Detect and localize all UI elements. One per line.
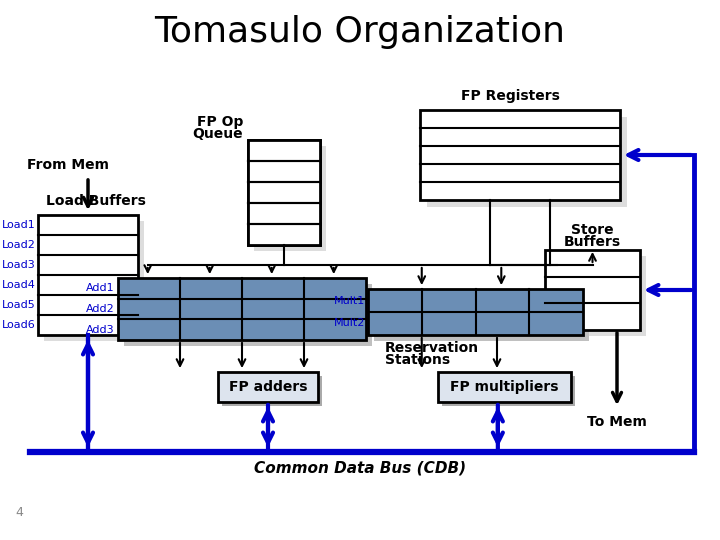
Text: Load2: Load2 [2,240,36,250]
Text: Load1: Load1 [2,220,36,230]
Text: Load5: Load5 [2,300,36,310]
Bar [248,140,320,245]
Text: Load3: Load3 [2,260,36,270]
Bar [551,256,646,336]
Bar [374,295,589,341]
Text: Add3: Add3 [86,325,115,335]
Bar [124,284,372,346]
Bar [545,250,640,330]
Bar [438,372,571,402]
Text: Mult1: Mult1 [334,295,365,306]
Bar [427,117,627,207]
Text: Reservation: Reservation [385,341,479,355]
Text: FP Op: FP Op [197,115,243,129]
Text: Buffers: Buffers [564,235,621,249]
Bar [38,215,138,335]
Bar [44,221,144,341]
Text: FP Registers: FP Registers [461,89,559,103]
Bar [248,140,320,245]
Text: Stations: Stations [385,353,450,367]
Text: Tomasulo Organization: Tomasulo Organization [155,15,565,49]
Text: Load4: Load4 [2,280,36,290]
Bar [118,278,366,340]
Bar [442,376,575,406]
Text: Common Data Bus (CDB): Common Data Bus (CDB) [254,461,466,476]
Text: Add1: Add1 [86,284,115,293]
Text: Queue: Queue [192,127,243,141]
Bar [420,110,620,200]
Text: Add2: Add2 [86,304,115,314]
Text: From Mem: From Mem [27,158,109,172]
Bar [218,372,318,402]
Text: FP multipliers: FP multipliers [450,380,559,394]
Bar [368,289,583,335]
Text: 4: 4 [15,505,23,518]
Text: To Mem: To Mem [587,415,647,429]
Text: FP adders: FP adders [229,380,307,394]
Bar [222,376,322,406]
Bar [254,146,326,251]
Text: Store: Store [571,223,614,237]
Text: Load6: Load6 [2,320,36,330]
Text: Mult2: Mult2 [333,319,365,328]
Text: Load Buffers: Load Buffers [46,194,146,208]
